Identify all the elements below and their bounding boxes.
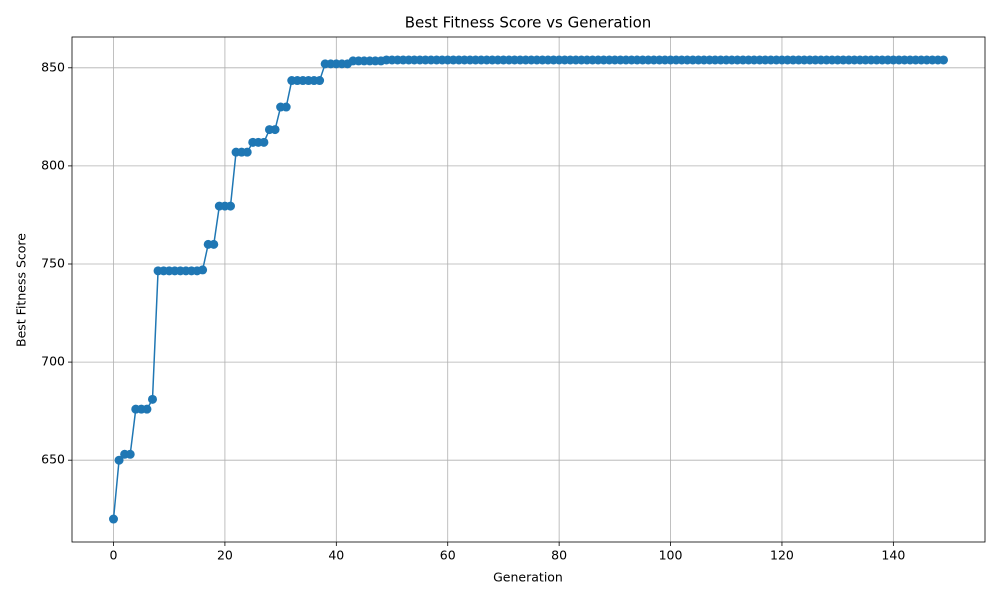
marker xyxy=(939,55,948,65)
marker xyxy=(315,76,325,86)
y-tick-label: 850 xyxy=(41,59,65,74)
marker xyxy=(198,265,208,275)
marker xyxy=(209,239,219,249)
marker xyxy=(225,201,235,211)
x-tick-label: 80 xyxy=(551,548,567,563)
x-tick-label: 0 xyxy=(110,548,118,563)
marker xyxy=(259,137,269,147)
x-tick-label: 60 xyxy=(440,548,456,563)
chart-title: Best Fitness Score vs Generation xyxy=(405,14,652,32)
y-tick-label: 800 xyxy=(41,157,65,172)
x-tick-label: 40 xyxy=(328,548,344,563)
marker xyxy=(270,125,280,135)
marker xyxy=(114,455,124,465)
x-tick-label: 100 xyxy=(659,548,683,563)
y-tick-label: 700 xyxy=(41,354,65,369)
marker xyxy=(125,449,135,459)
x-axis-label: Generation xyxy=(493,570,563,585)
marker xyxy=(142,404,152,414)
marker xyxy=(281,102,291,112)
line xyxy=(112,59,944,520)
marker xyxy=(242,147,252,157)
y-tick-label: 750 xyxy=(41,255,65,270)
x-tick-label: 120 xyxy=(770,548,794,563)
x-tick-label: 140 xyxy=(881,548,905,563)
x-tick-label: 20 xyxy=(217,548,233,563)
plot-frame xyxy=(71,36,986,543)
marker xyxy=(147,394,157,404)
y-tick-label: 650 xyxy=(41,452,65,467)
marker xyxy=(109,514,118,524)
y-axis-label: Best Fitness Score xyxy=(14,233,29,347)
